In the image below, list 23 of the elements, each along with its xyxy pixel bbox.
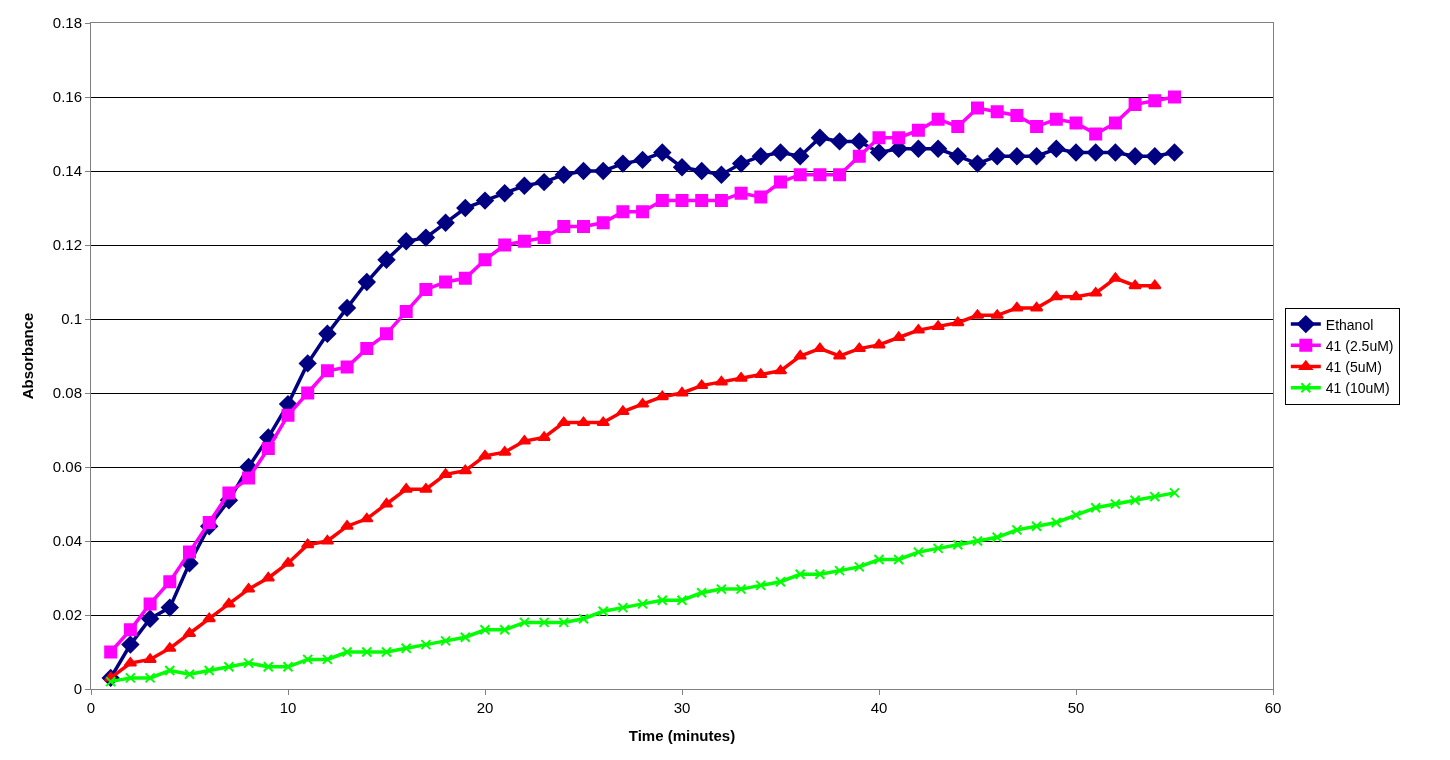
y-tick-label: 0.02	[52, 606, 82, 624]
y-tick-label: 0.04	[52, 532, 82, 550]
x-tick-label: 0	[86, 699, 96, 716]
y-tick-label: 0.12	[52, 236, 82, 254]
x-tick-label: 50	[1067, 699, 1085, 716]
x-tick-label: 40	[870, 699, 888, 716]
y-axis-title: Absorbance	[19, 312, 37, 400]
x-axis-title: Time (minutes)	[628, 727, 736, 744]
y-tick-label: 0.08	[52, 384, 82, 402]
y-tick-label: 0.16	[52, 88, 82, 106]
y-tick-label: 0	[73, 680, 82, 698]
legend-label: 41 (2.5uM)	[1325, 337, 1394, 354]
y-tick-label: 0.06	[52, 458, 82, 476]
legend-label: 41 (10uM)	[1325, 380, 1390, 397]
legend-label: Ethanol	[1325, 316, 1374, 333]
x-tick-label: 20	[476, 699, 494, 716]
x-tick-label: 60	[1264, 699, 1282, 716]
x-tick-label: 30	[673, 699, 691, 716]
y-tick-label: 0.18	[52, 14, 82, 32]
y-tick-label: 0.1	[61, 310, 82, 328]
x-tick-label: 10	[279, 699, 297, 716]
legend-label: 41 (5uM)	[1325, 358, 1382, 375]
y-tick-label: 0.14	[52, 162, 82, 180]
